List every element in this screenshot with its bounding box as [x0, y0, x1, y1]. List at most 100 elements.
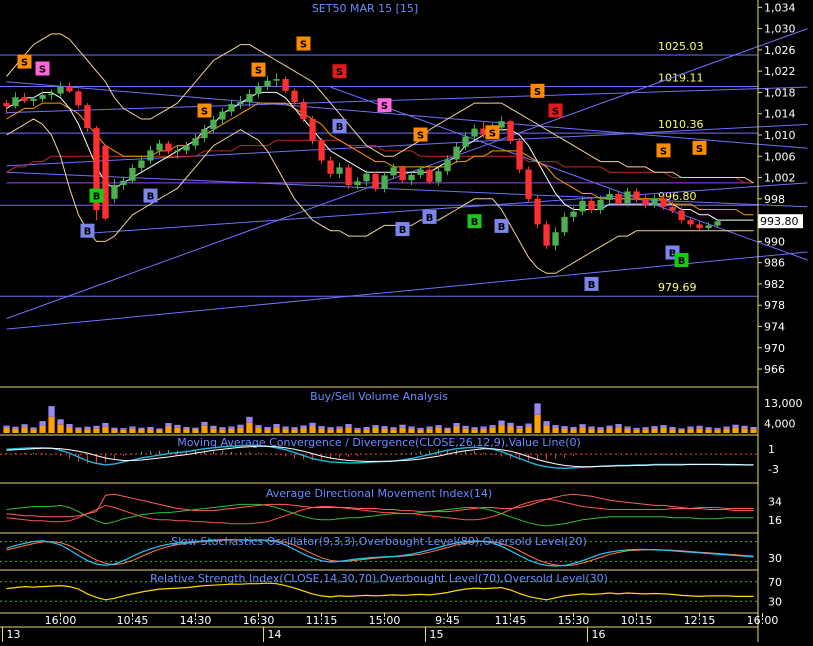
- volume-sell-bar: [633, 427, 640, 430]
- volume-sell-bar: [300, 425, 307, 429]
- candle-body: [12, 97, 19, 107]
- candle-body: [336, 167, 343, 174]
- adx-axis-tick-label: 16: [768, 514, 782, 527]
- sell-signal-marker: [197, 103, 212, 118]
- price-axis-tick-label: 1,034: [764, 1, 796, 14]
- volume-sell-bar: [30, 427, 37, 430]
- candle-body: [660, 198, 667, 207]
- volume-sell-bar: [282, 426, 289, 429]
- time-axis-label: 15:30: [558, 614, 590, 627]
- volume-buy-bar: [561, 428, 568, 433]
- macd-panel-title: Moving Average Convergence / Divergence(…: [177, 436, 581, 449]
- level-label: 1010.36: [658, 118, 704, 131]
- volume-buy-bar: [372, 427, 379, 433]
- volume-sell-bar: [579, 424, 586, 428]
- volume-buy-bar: [93, 428, 100, 433]
- volume-sell-bar: [561, 426, 568, 429]
- volume-sell-bar: [291, 427, 298, 430]
- level-label: 1025.03: [658, 40, 704, 53]
- candle-body: [102, 145, 109, 219]
- level-label: 1019.11: [658, 72, 704, 85]
- last-price-value: 993.80: [760, 215, 799, 228]
- price-axis-tick-label: 1,014: [764, 108, 796, 121]
- volume-axis-tick-label: 4,000: [764, 418, 796, 431]
- buy-signal-marker: [422, 209, 437, 224]
- volume-buy-bar: [201, 425, 208, 433]
- signal-letter: B: [588, 280, 596, 291]
- volume-sell-bar: [210, 425, 217, 429]
- volume-sell-bar: [345, 424, 352, 428]
- time-axis-label: 9:45: [435, 614, 460, 627]
- signal-letter: B: [147, 192, 155, 203]
- volume-buy-bar: [336, 428, 343, 433]
- volume-buy-bar: [246, 422, 253, 433]
- signal-letter: S: [39, 65, 46, 76]
- volume-sell-bar: [606, 425, 613, 429]
- volume-buy-bar: [597, 429, 604, 433]
- candle-body: [561, 216, 568, 233]
- volume-buy-bar: [615, 427, 622, 433]
- price-axis-tick-label: 970: [764, 342, 785, 355]
- signal-letter: B: [426, 213, 434, 224]
- price-axis-tick-label: 1,002: [764, 172, 796, 185]
- volume-buy-bar: [228, 428, 235, 433]
- volume-buy-bar: [210, 428, 217, 433]
- volume-sell-bar: [21, 424, 28, 428]
- volume-buy-bar: [183, 429, 190, 433]
- volume-sell-bar: [156, 428, 163, 430]
- candle-body: [327, 160, 334, 174]
- volume-sell-bar: [93, 425, 100, 429]
- volume-sell-bar: [669, 427, 676, 430]
- candle-body: [507, 121, 514, 141]
- candle-body: [291, 90, 298, 102]
- candle-body: [408, 174, 415, 181]
- candle-body: [66, 86, 73, 92]
- volume-buy-bar: [3, 427, 10, 433]
- volume-sell-bar: [498, 420, 505, 426]
- time-axis-label: 16:00: [45, 614, 77, 627]
- stoch-axis-tick-label: 30: [768, 552, 782, 565]
- volume-sell-bar: [597, 427, 604, 430]
- candle-body: [588, 200, 595, 210]
- volume-buy-bar: [48, 416, 55, 433]
- volume-sell-bar: [516, 425, 523, 429]
- signal-letter: S: [696, 144, 703, 155]
- candle-body: [714, 221, 721, 226]
- volume-sell-bar: [705, 427, 712, 430]
- volume-buy-bar: [633, 429, 640, 433]
- ma-mid-line: [6, 102, 754, 216]
- volume-sell-bar: [138, 427, 145, 430]
- volume-sell-bar: [417, 427, 424, 430]
- volume-sell-bar: [174, 424, 181, 428]
- volume-buy-bar: [723, 428, 730, 433]
- volume-buy-bar: [732, 427, 739, 433]
- price-axis-tick-label: 966: [764, 363, 785, 376]
- volume-sell-bar: [552, 425, 559, 428]
- volume-sell-bar: [570, 427, 577, 430]
- volume-buy-bar: [237, 427, 244, 433]
- signal-letter: S: [336, 67, 343, 78]
- volume-sell-bar: [480, 426, 487, 429]
- candle-body: [417, 169, 424, 175]
- candle-body: [705, 225, 712, 229]
- macd-axis-tick-label: -3: [768, 463, 779, 476]
- candle-body: [318, 140, 325, 161]
- candle-body: [606, 194, 613, 200]
- volume-buy-bar: [678, 430, 685, 433]
- volume-sell-bar: [534, 403, 541, 415]
- volume-buy-bar: [669, 429, 676, 433]
- candle-body: [372, 173, 379, 189]
- candle-body: [192, 138, 199, 146]
- volume-sell-bar: [66, 424, 73, 428]
- candle-body: [219, 111, 226, 120]
- volume-sell-bar: [651, 426, 658, 429]
- volume-buy-bar: [264, 429, 271, 433]
- sell-signal-marker: [377, 98, 392, 113]
- volume-sell-bar: [12, 426, 19, 429]
- volume-sell-bar: [525, 423, 532, 427]
- sell-signal-marker: [692, 140, 707, 155]
- time-axis-label: 15:00: [369, 614, 401, 627]
- chart-title: SET50 MAR 15 [15]: [312, 2, 418, 15]
- signal-letter: B: [93, 192, 101, 203]
